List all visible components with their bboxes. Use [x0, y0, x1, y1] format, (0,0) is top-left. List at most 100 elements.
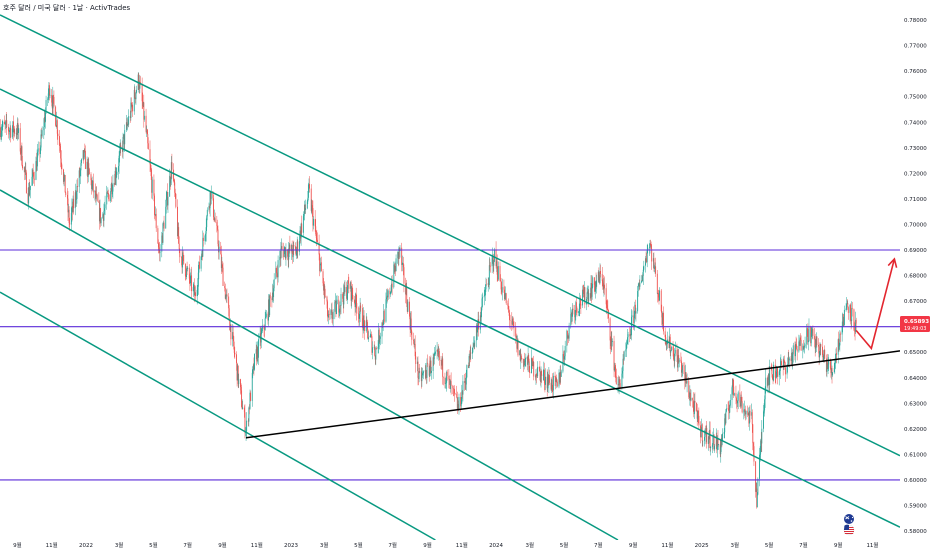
candle — [205, 231, 207, 242]
candle — [652, 252, 654, 269]
candle — [763, 403, 765, 414]
channel-line[interactable] — [0, 189, 619, 541]
channel-line[interactable] — [0, 291, 436, 541]
price-axis-panel[interactable] — [900, 0, 932, 550]
australia-flag-icon[interactable] — [844, 514, 854, 524]
y-tick-label: 0.78000 — [904, 18, 927, 24]
candle — [743, 403, 745, 420]
candle — [79, 168, 81, 185]
candle — [791, 347, 793, 367]
candle — [725, 409, 727, 425]
candle — [836, 347, 837, 364]
candle — [189, 273, 191, 291]
time-axis-panel[interactable] — [0, 540, 900, 550]
projection-arrow-path[interactable] — [855, 258, 896, 351]
drawing-lines-layer[interactable] — [0, 14, 901, 541]
candle — [831, 365, 833, 384]
candle — [90, 172, 92, 186]
y-tick-label: 0.58000 — [904, 529, 927, 535]
channel-line[interactable] — [0, 88, 901, 528]
candle — [61, 162, 63, 175]
candle — [523, 358, 525, 370]
candle — [296, 236, 298, 258]
candle — [845, 303, 847, 312]
candle — [587, 285, 589, 294]
candle — [91, 178, 93, 195]
candle — [202, 232, 204, 247]
candle — [415, 351, 417, 373]
candle — [237, 363, 239, 381]
candle — [216, 215, 218, 233]
candle — [16, 124, 18, 140]
candle — [602, 279, 604, 290]
candle — [230, 324, 232, 346]
candle — [786, 364, 788, 379]
candle — [622, 354, 624, 379]
candle — [195, 285, 196, 302]
candle — [729, 394, 731, 408]
candle — [43, 109, 45, 136]
candle — [414, 335, 416, 360]
candle — [306, 199, 308, 210]
candle — [332, 309, 334, 328]
support-trendline[interactable] — [245, 350, 901, 439]
usa-flag-icon[interactable] — [843, 524, 855, 536]
candle — [373, 344, 375, 350]
candle — [598, 267, 600, 283]
candle — [208, 202, 210, 212]
candle — [558, 369, 560, 389]
candle — [300, 222, 302, 246]
candle — [755, 481, 757, 493]
candle — [751, 409, 753, 433]
candle — [715, 428, 717, 449]
candle — [496, 258, 498, 273]
candle — [539, 371, 541, 386]
candle — [10, 125, 12, 143]
candle — [578, 303, 580, 317]
candle — [682, 363, 684, 377]
candle — [311, 199, 313, 215]
candle — [584, 287, 586, 309]
candle — [88, 156, 90, 176]
candle — [662, 311, 664, 327]
candle — [171, 153, 173, 179]
channel-line[interactable] — [0, 14, 901, 457]
candle — [429, 357, 431, 377]
candle — [489, 258, 491, 271]
candle — [579, 292, 581, 316]
candle — [554, 371, 556, 386]
candle — [849, 304, 851, 322]
candle — [437, 348, 439, 357]
candle — [397, 251, 399, 264]
candle — [488, 277, 490, 288]
candle — [814, 327, 816, 348]
candle — [107, 187, 109, 198]
candle — [615, 368, 617, 385]
candle — [784, 360, 786, 370]
candle — [328, 310, 330, 325]
candle — [63, 172, 65, 187]
candle — [574, 304, 576, 324]
candle — [763, 405, 764, 433]
candle — [372, 341, 373, 360]
candle — [104, 201, 105, 215]
candle — [292, 249, 294, 264]
candle — [575, 300, 577, 321]
candle — [307, 190, 309, 205]
candle — [614, 362, 616, 372]
candle — [552, 384, 554, 398]
candle — [169, 168, 171, 197]
candle — [816, 336, 818, 348]
candle — [162, 222, 164, 245]
candle — [275, 261, 277, 280]
candle — [532, 361, 534, 367]
candle — [465, 369, 467, 391]
candle — [395, 254, 397, 272]
candle — [136, 85, 137, 94]
candle — [501, 281, 503, 296]
candle — [190, 268, 192, 285]
x-tick-label: 2023 — [284, 543, 298, 549]
candle — [228, 293, 230, 317]
